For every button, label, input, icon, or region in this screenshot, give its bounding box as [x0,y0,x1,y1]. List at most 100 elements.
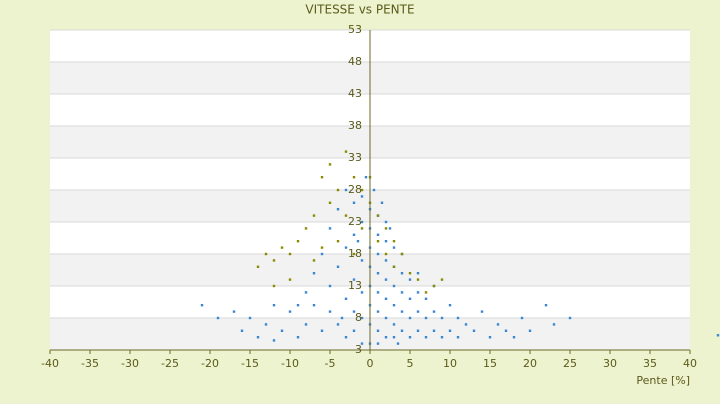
point [264,323,268,326]
point [344,150,348,153]
point [360,259,364,262]
point [328,163,332,166]
point [304,291,308,294]
point [384,220,388,224]
point [396,342,400,345]
point [408,336,412,339]
point [336,240,340,243]
point [344,297,348,300]
point [376,342,380,345]
x-tick-label: -25 [161,357,179,370]
point [364,176,368,179]
y-tick-label: 3 [355,343,362,356]
point [240,329,244,332]
point [320,246,324,249]
point [352,329,356,332]
point [344,336,348,339]
point [216,316,220,320]
point [448,329,452,332]
point [400,252,404,256]
y-tick-label: 38 [348,119,362,132]
point [716,334,720,337]
point [384,252,388,256]
point [408,272,412,275]
point [376,272,380,275]
point [376,233,380,236]
point [416,272,420,275]
point [392,284,396,288]
point [416,310,420,313]
y-tick-label: 33 [348,151,362,164]
point [376,291,380,294]
point [376,310,380,313]
point [272,259,276,262]
point [360,188,364,192]
point [296,304,300,307]
point [344,214,348,217]
x-axis-title: Pente [%] [636,374,690,387]
point [352,176,356,179]
point [352,233,356,236]
point [400,272,404,275]
point [568,316,572,320]
point [336,188,340,192]
point [288,252,292,256]
point [336,208,340,211]
point [320,329,324,332]
point [384,259,388,262]
x-tick-label: 0 [367,357,374,370]
point [472,329,476,332]
point [384,336,388,339]
point [392,246,396,249]
y-tick-label: 13 [348,279,362,292]
point [344,188,348,192]
point [376,252,380,256]
point [352,252,356,256]
point [288,278,292,281]
point [400,310,404,313]
point [504,329,508,332]
x-tick-label: 40 [683,357,697,370]
point [336,323,340,326]
point [376,240,380,243]
x-tick-label: 15 [483,357,497,370]
point [320,176,324,179]
chart-title: VITESSE vs PENTE [305,3,414,17]
point [408,297,412,300]
x-tick-label: -15 [241,357,259,370]
point [296,240,300,243]
point [288,310,292,313]
point [312,272,316,275]
point [248,316,252,320]
point [320,252,324,256]
point [424,291,428,294]
point [400,329,404,332]
point [328,201,332,204]
point [416,278,420,281]
point [352,201,356,204]
point [372,188,376,192]
point [336,265,340,268]
x-tick-label: 5 [407,357,414,370]
point [360,316,364,320]
point [392,336,396,339]
point [528,329,532,332]
point [280,246,284,249]
point [400,291,404,294]
point [440,336,444,339]
point [344,246,348,249]
x-tick-label: -20 [201,357,219,370]
x-tick-label: -35 [81,357,99,370]
point [256,336,260,339]
x-tick-label: -40 [41,357,59,370]
point [424,316,428,320]
point [392,240,396,243]
point [200,304,204,307]
point [456,336,460,339]
point [408,278,412,281]
point [440,278,444,281]
point [456,316,460,320]
y-tick-label: 28 [348,183,362,196]
point [388,227,392,230]
point [384,278,388,281]
